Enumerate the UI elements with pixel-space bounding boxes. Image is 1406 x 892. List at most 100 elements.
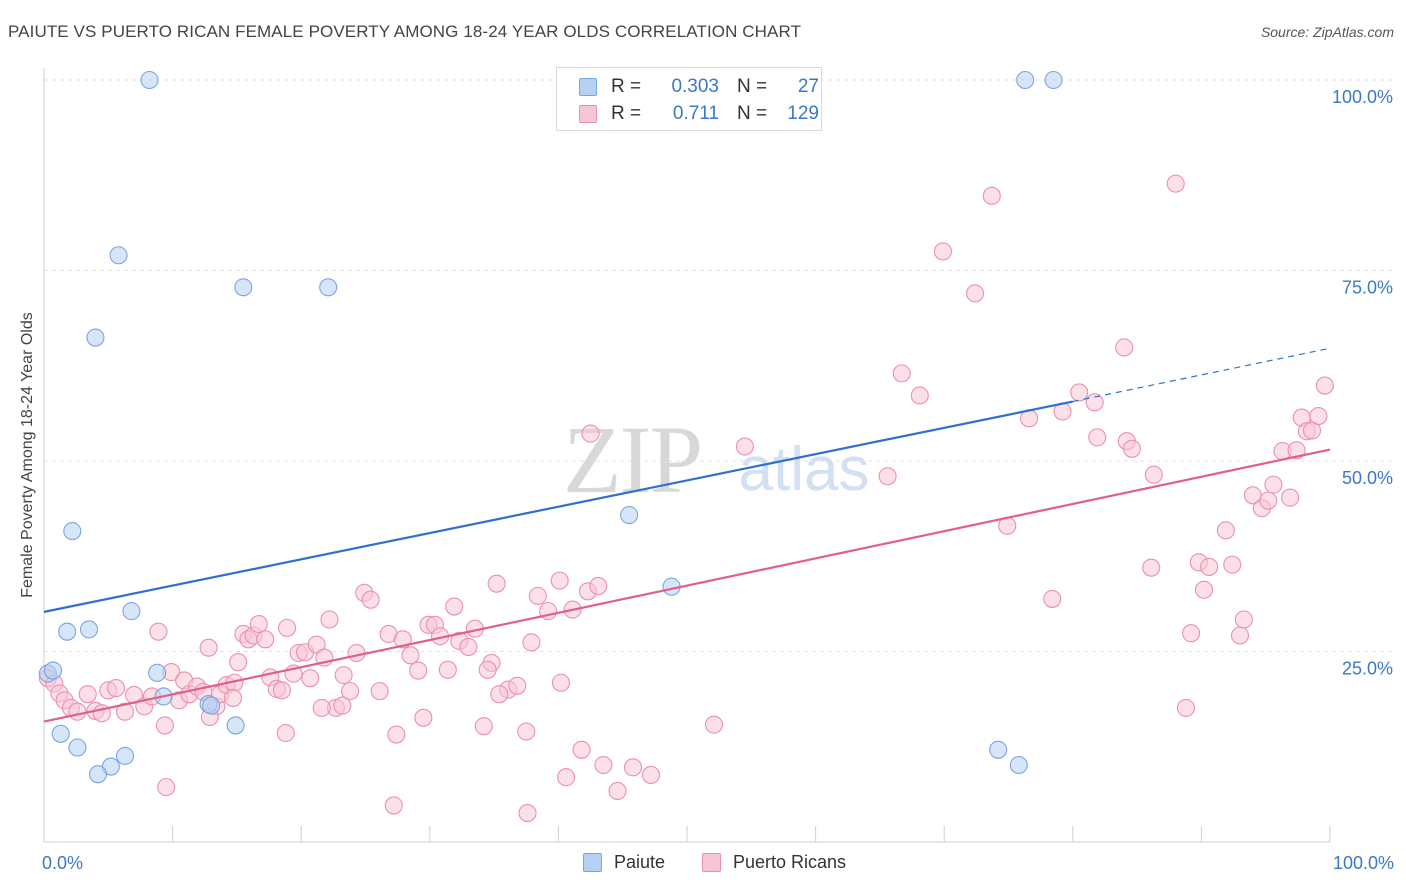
- paiute-point: [1016, 70, 1035, 90]
- puerto-ricans-point: [508, 676, 527, 695]
- stats-n-value: 129: [787, 103, 819, 124]
- puerto-ricans-point: [1194, 580, 1214, 599]
- paiute-point: [989, 740, 1008, 759]
- paiute-point: [58, 622, 77, 641]
- stats-swatch-paiute: [579, 78, 597, 96]
- puerto-ricans-point: [892, 364, 911, 383]
- puerto-ricans-point: [1200, 557, 1219, 576]
- puerto-ricans-point: [478, 660, 497, 679]
- puerto-ricans-point: [68, 702, 87, 721]
- puerto-ricans-point: [581, 424, 600, 443]
- puerto-ricans-point: [557, 768, 576, 787]
- puerto-ricans-point: [572, 740, 591, 759]
- legend: Paiute Puerto Ricans: [0, 852, 1406, 876]
- stats-row-puerto-ricans: R = 0.711 N = 129: [557, 101, 819, 127]
- puerto-ricans-point: [256, 630, 275, 649]
- puerto-ricans-point: [474, 717, 493, 736]
- source-credit: Source: ZipAtlas.com: [1260, 24, 1394, 40]
- puerto-ricans-point: [223, 688, 243, 708]
- puerto-ricans-point: [333, 696, 352, 715]
- puerto-ricans-point: [149, 622, 168, 641]
- paiute-point: [122, 602, 141, 621]
- puerto-ricans-point: [490, 685, 509, 704]
- puerto-ricans-point: [1115, 338, 1134, 357]
- puerto-ricans-point: [157, 778, 176, 797]
- puerto-ricans-point: [1122, 439, 1142, 458]
- paiute-point: [140, 70, 159, 90]
- puerto-ricans-point: [78, 685, 97, 704]
- stats-r-label: R =: [611, 76, 642, 97]
- paiute-point: [86, 328, 105, 347]
- puerto-ricans-point: [1287, 441, 1306, 460]
- stats-box: R = 0.303 N = 27 R = 0.711 N = 129: [556, 67, 822, 131]
- legend-label-puerto-ricans: Puerto Ricans: [733, 852, 847, 872]
- puerto-ricans-point: [409, 661, 428, 680]
- paiute-point: [88, 765, 108, 784]
- y-tick-label: 50.0%: [1342, 468, 1393, 488]
- puerto-ricans-point: [1315, 376, 1334, 395]
- legend-item-paiute[interactable]: Paiute: [583, 852, 665, 873]
- puerto-ricans-point: [272, 681, 291, 700]
- trend-lines: [43, 347, 1331, 723]
- series-paiute-points: [38, 70, 1063, 784]
- puerto-ricans-point: [704, 715, 724, 734]
- puerto-ricans-point: [301, 669, 320, 688]
- y-tick-label: 25.0%: [1342, 659, 1393, 679]
- puerto-ricans-point: [312, 698, 331, 717]
- puerto-ricans-point: [229, 653, 248, 672]
- watermark-zip: ZIP: [563, 406, 701, 513]
- puerto-ricans-point: [623, 758, 643, 777]
- x-tick-label-max: 100.0%: [1332, 853, 1394, 873]
- puerto-ricans-point: [551, 673, 571, 692]
- paiute-point: [79, 620, 99, 639]
- paiute-point: [1044, 70, 1063, 90]
- puerto-ricans-point: [878, 467, 897, 486]
- puerto-ricans-point: [106, 679, 126, 698]
- puerto-ricans-point: [445, 597, 464, 616]
- paiute-point: [109, 246, 128, 265]
- legend-swatch-paiute: [583, 853, 602, 872]
- puerto-ricans-point: [735, 437, 754, 456]
- puerto-ricans-point: [115, 702, 135, 721]
- puerto-ricans-point: [278, 618, 297, 637]
- legend-item-puerto-ricans[interactable]: Puerto Ricans: [702, 852, 846, 873]
- axes: [43, 68, 1331, 843]
- paiute-point: [63, 522, 82, 541]
- puerto-ricans-point: [361, 590, 380, 609]
- paiute-point: [319, 278, 338, 297]
- puerto-ricans-point: [1088, 428, 1107, 447]
- puerto-ricans-point: [370, 682, 389, 701]
- stats-r-label: R =: [611, 103, 642, 124]
- puerto-ricans-point: [414, 708, 433, 727]
- puerto-ricans-point: [608, 781, 627, 800]
- puerto-ricans-point: [199, 638, 218, 657]
- puerto-ricans-point: [1142, 558, 1161, 577]
- puerto-ricans-point: [384, 796, 403, 815]
- paiute-point: [115, 746, 135, 765]
- stats-n-label: N =: [737, 103, 768, 124]
- x-tick-label-min: 0.0%: [42, 853, 84, 873]
- stats-n-value: 27: [797, 76, 819, 97]
- puerto-ricans-point: [1176, 698, 1196, 717]
- paiute-point: [51, 724, 70, 743]
- stats-r-value: 0.303: [671, 76, 719, 97]
- puerto-ricans-point: [982, 186, 1001, 205]
- puerto-ricans-point: [1281, 488, 1300, 507]
- puerto-ricans-point: [155, 716, 174, 735]
- puerto-ricans-point: [341, 682, 360, 701]
- puerto-ricans-point: [522, 633, 541, 652]
- stats-r-value: 0.711: [672, 103, 719, 124]
- legend-label-paiute: Paiute: [614, 852, 666, 872]
- puerto-ricans-point: [1259, 491, 1278, 510]
- stats-row-paiute: R = 0.303 N = 27: [557, 74, 819, 100]
- stats-swatch-puerto-ricans: [579, 105, 597, 123]
- puerto-ricans-point: [641, 765, 661, 784]
- puerto-ricans-point: [459, 637, 478, 656]
- y-tick-label: 75.0%: [1342, 278, 1393, 298]
- puerto-ricans-point: [517, 722, 536, 741]
- paiute-trend-extension: [1072, 347, 1331, 403]
- puerto-ricans-point: [1264, 475, 1283, 494]
- puerto-ricans-point: [550, 571, 569, 590]
- watermark-atlas: atlas: [739, 435, 870, 504]
